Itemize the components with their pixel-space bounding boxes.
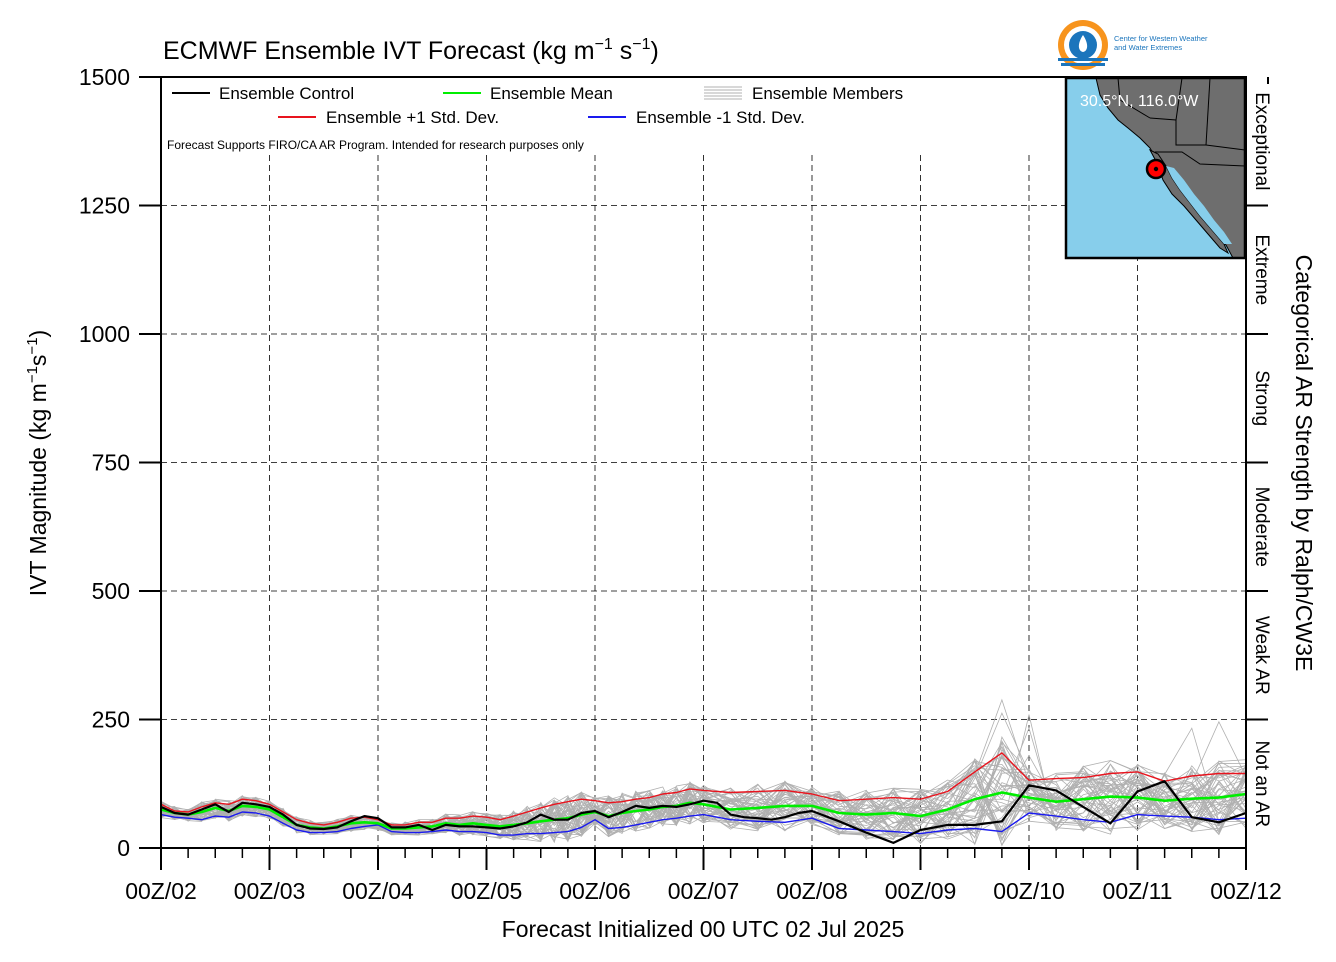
x-tick-label: 00Z/09 xyxy=(885,878,957,904)
gulf-of-california xyxy=(1166,166,1232,244)
y-tick-label: 1500 xyxy=(79,64,130,90)
x-tick-label: 00Z/07 xyxy=(668,878,740,904)
y-tick-label: 500 xyxy=(92,578,130,604)
x-tick-label: 00Z/04 xyxy=(342,878,414,904)
y-tick-label: 750 xyxy=(92,450,130,476)
cw3e-logo: Center for Western Weather and Water Ext… xyxy=(1058,20,1208,70)
member-line xyxy=(160,759,1247,838)
right-axis-title: Categorical AR Strength by Ralph/CW3E xyxy=(1291,255,1317,672)
x-tick-label: 00Z/12 xyxy=(1210,878,1282,904)
y-tick-label: 1250 xyxy=(79,193,130,219)
legend-label-minus: Ensemble -1 Std. Dev. xyxy=(636,108,805,127)
category-label: Not an AR xyxy=(1251,740,1272,827)
x-axis: 00Z/02 00Z/03 00Z/04 00Z/05 00Z/06 00Z/07 00Z/… xyxy=(125,848,1282,904)
disclaimer: Forecast Supports FIRO/CA AR Program. In… xyxy=(167,138,584,152)
legend-label-mean: Ensemble Mean xyxy=(490,84,613,103)
x-tick-label: 00Z/03 xyxy=(234,878,306,904)
ensemble-members xyxy=(160,698,1247,847)
chart-title: ECMWF Ensemble IVT Forecast (kg m−1 s−1) xyxy=(163,36,659,65)
inset-map: 30.5°N, 116.0°W xyxy=(1064,76,1247,260)
y-axis: 0 250 500 750 1000 1250 1500 xyxy=(79,64,161,861)
y-tick-label: 250 xyxy=(92,707,130,733)
legend-label-members: Ensemble Members xyxy=(752,84,903,103)
member-line xyxy=(160,763,1247,843)
legend-swatch-members xyxy=(704,86,742,100)
x-axis-title: Forecast Initialized 00 UTC 02 Jul 2025 xyxy=(502,916,905,942)
plus-std-line xyxy=(160,752,1246,826)
x-tick-label: 00Z/05 xyxy=(451,878,523,904)
gridlines xyxy=(161,155,1246,848)
legend: Ensemble Control Ensemble Mean Ensemble … xyxy=(172,84,903,127)
inset-location-label: 30.5°N, 116.0°W xyxy=(1080,93,1199,110)
category-axis: Not an AR Weak AR Moderate Strong Extreme Exc… xyxy=(1246,77,1272,827)
control-line xyxy=(160,780,1247,845)
x-tick-label: 00Z/02 xyxy=(125,878,197,904)
legend-label-control: Ensemble Control xyxy=(219,84,354,103)
y-tick-label: 0 xyxy=(117,835,130,861)
x-tick-label: 00Z/10 xyxy=(993,878,1065,904)
category-label: Exceptional xyxy=(1251,92,1272,190)
x-tick-label: 00Z/08 xyxy=(776,878,848,904)
inset-map-frame xyxy=(1064,76,1247,260)
category-label: Weak AR xyxy=(1251,616,1272,695)
x-tick-label: 00Z/11 xyxy=(1103,878,1173,904)
logo-text-line2: and Water Extremes xyxy=(1114,43,1182,52)
y-tick-label: 1000 xyxy=(79,321,130,347)
category-label: Extreme xyxy=(1251,234,1272,305)
y-axis-title: IVT Magnitude (kg m−1s−1) xyxy=(24,330,51,596)
water-drop-icon xyxy=(1078,35,1088,52)
category-label: Strong xyxy=(1251,370,1272,426)
minus-std-line xyxy=(160,811,1247,836)
series-lines xyxy=(160,752,1247,845)
legend-label-plus: Ensemble +1 Std. Dev. xyxy=(326,108,499,127)
category-label: Moderate xyxy=(1251,487,1272,567)
logo-text-line1: Center for Western Weather xyxy=(1114,34,1208,43)
x-tick-label: 00Z/06 xyxy=(559,878,631,904)
